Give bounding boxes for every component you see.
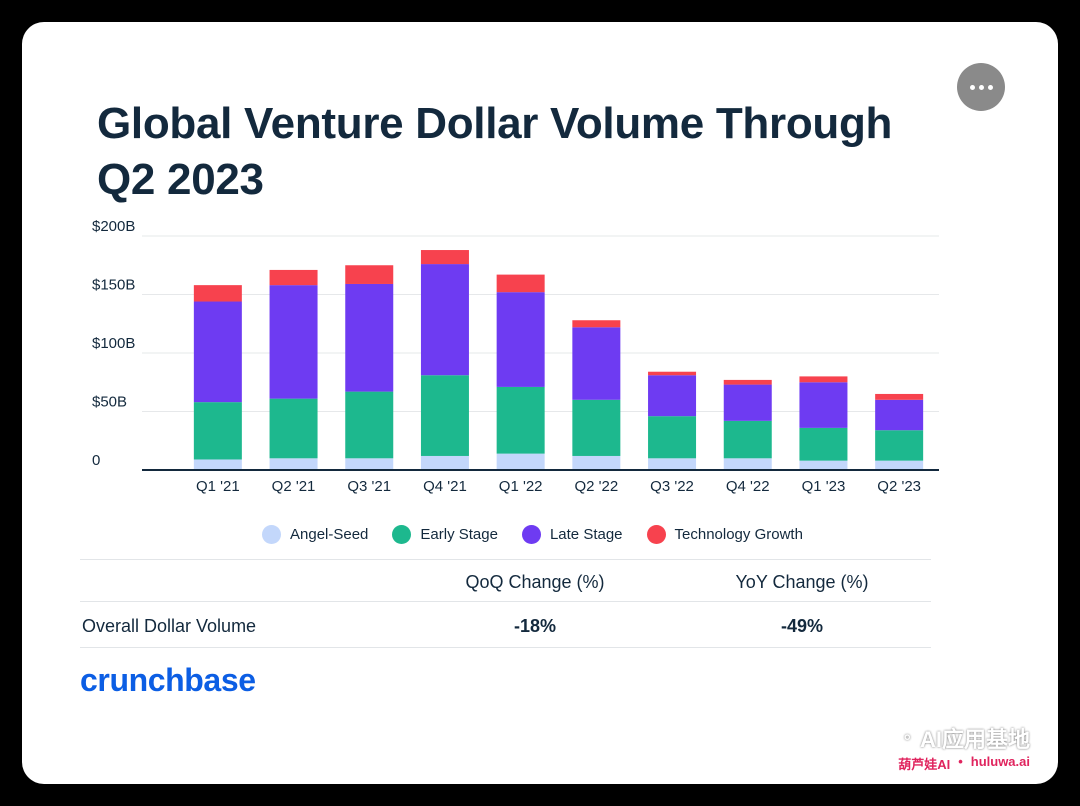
y-tick-label: $200B xyxy=(92,218,135,235)
summary-header-row: QoQ Change (%) YoY Change (%) xyxy=(80,559,931,602)
legend-item-late-stage: Late Stage xyxy=(521,524,623,544)
qoq-value: -18% xyxy=(513,616,557,636)
watermark-bottom-right: huluwa.ai xyxy=(970,754,1030,769)
row-label: Overall Dollar Volume xyxy=(82,616,257,636)
bar-segment-late-stage xyxy=(193,301,242,403)
bar-segment-technology-growth xyxy=(799,376,848,383)
qoq-column-header: QoQ Change (%) xyxy=(465,572,605,592)
more-options-button[interactable] xyxy=(957,63,1005,111)
bar-segment-early-stage xyxy=(723,420,772,459)
y-tick-label: 0 xyxy=(92,452,100,469)
bar-segment-technology-growth xyxy=(345,265,394,284)
legend-swatch-technology-growth xyxy=(646,524,666,544)
bar-segment-angel-seed xyxy=(723,458,772,470)
y-tick-label: $150B xyxy=(92,277,135,294)
legend-item-technology-growth: Technology Growth xyxy=(646,524,803,544)
legend-item-angel-seed: Angel-Seed xyxy=(262,524,369,544)
stacked-bar-chart: 0 $50B $100B $150B $200B Q1 '21 Q2 '21 Q3 '21 Q4… xyxy=(92,218,939,495)
legend-label-angel-seed: Angel-Seed xyxy=(290,525,369,543)
bar-segment-angel-seed xyxy=(420,455,469,470)
bar-segment-angel-seed xyxy=(875,460,924,470)
bar-segment-angel-seed xyxy=(496,453,545,470)
bar-segment-technology-growth xyxy=(648,371,697,376)
legend-swatch-angel-seed xyxy=(262,524,281,544)
legend-swatch-late-stage xyxy=(521,524,541,544)
bar-segment-late-stage xyxy=(496,292,545,387)
x-tick-label: Q2 '22 xyxy=(574,478,618,495)
bar-segment-early-stage xyxy=(572,399,621,456)
x-tick-label: Q2 '23 xyxy=(877,478,921,495)
watermark-bottom-left: 葫芦娃AI xyxy=(898,757,951,772)
legend-item-early-stage: Early Stage xyxy=(392,524,498,544)
bar-segment-late-stage xyxy=(269,285,318,399)
bar-segment-late-stage xyxy=(345,283,394,392)
wechat-icon: ⚬ xyxy=(900,730,914,747)
bar-segment-late-stage xyxy=(648,375,697,417)
watermark-top-text: AI应用基地 xyxy=(919,727,1030,752)
bar-segment-technology-growth xyxy=(193,285,242,302)
more-icon-dot xyxy=(969,84,975,90)
watermark: ⚬ AI应用基地 葫芦娃AI • huluwa.ai xyxy=(838,718,1038,774)
legend-label-technology-growth: Technology Growth xyxy=(674,525,803,543)
bar-segment-angel-seed xyxy=(799,460,848,470)
bar-segment-early-stage xyxy=(875,430,924,461)
chart-card: Global Venture Dollar Volume Through Q2 … xyxy=(22,22,1058,784)
bar-segment-technology-growth xyxy=(875,393,924,400)
bar-segment-early-stage xyxy=(496,386,545,454)
watermark-separator: • xyxy=(958,754,963,769)
bar-segment-early-stage xyxy=(269,398,318,459)
bar-segment-technology-growth xyxy=(496,274,545,293)
x-tick-label: Q3 '21 xyxy=(347,478,391,495)
bar-segment-technology-growth xyxy=(420,250,469,265)
bar-segment-angel-seed xyxy=(648,458,697,470)
bar-segment-angel-seed xyxy=(193,459,242,470)
bar-segment-late-stage xyxy=(572,327,621,400)
legend-label-late-stage: Late Stage xyxy=(549,525,623,543)
bar-segment-late-stage xyxy=(875,399,924,431)
summary-table: QoQ Change (%) YoY Change (%) Overall Do… xyxy=(80,559,931,648)
yoy-value: -49% xyxy=(780,616,824,636)
bar-segment-early-stage xyxy=(420,375,469,456)
more-icon-dot xyxy=(987,84,993,90)
bar-segment-technology-growth xyxy=(723,379,772,385)
legend-label-early-stage: Early Stage xyxy=(420,525,498,543)
bar-segment-angel-seed xyxy=(572,455,621,470)
bar-segment-angel-seed xyxy=(345,458,394,470)
x-tick-label: Q3 '22 xyxy=(650,478,694,495)
bar-segment-angel-seed xyxy=(269,458,318,470)
bar-segment-late-stage xyxy=(723,384,772,421)
x-tick-label: Q1 '22 xyxy=(499,478,543,495)
chart-title: Global Venture Dollar Volume Through Q2 … xyxy=(97,99,893,204)
bar-segment-early-stage xyxy=(193,402,242,460)
summary-data-row: Overall Dollar Volume -18% -49% xyxy=(80,602,931,648)
x-tick-label: Q4 '21 xyxy=(423,478,467,495)
bar-segment-early-stage xyxy=(648,416,697,459)
bar-segment-technology-growth xyxy=(572,320,621,328)
x-tick-label: Q1 '21 xyxy=(196,478,240,495)
yoy-column-header: YoY Change (%) xyxy=(735,572,869,592)
bar-segment-technology-growth xyxy=(269,269,318,286)
watermark-sub: 葫芦娃AI • huluwa.ai xyxy=(898,754,1030,773)
watermark-title: ⚬ AI应用基地 xyxy=(901,722,1030,754)
more-icon-dot xyxy=(978,84,984,90)
bar-segment-early-stage xyxy=(345,391,394,459)
x-tick-label: Q4 '22 xyxy=(726,478,770,495)
bar-segment-late-stage xyxy=(420,264,469,376)
y-tick-label: $50B xyxy=(92,394,127,411)
legend-swatch-early-stage xyxy=(392,524,412,544)
bar-segment-late-stage xyxy=(799,382,848,428)
x-tick-label: Q1 '23 xyxy=(802,478,846,495)
crunchbase-logo: crunchbase xyxy=(80,662,256,698)
bar-segment-early-stage xyxy=(799,427,848,461)
chart-legend: Angel-Seed Early Stage Late Stage Techno… xyxy=(262,523,803,545)
y-tick-label: $100B xyxy=(92,335,135,352)
x-tick-label: Q2 '21 xyxy=(272,478,316,495)
